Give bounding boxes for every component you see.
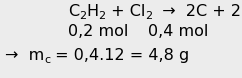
Text: →  m: → m [5,48,44,63]
Text: 2: 2 [98,11,106,21]
Text: H: H [86,4,98,19]
Text: →  2C + 2HCl: → 2C + 2HCl [152,4,242,19]
Text: 2: 2 [79,11,86,21]
Text: = 0,4.12 = 4,8 g: = 0,4.12 = 4,8 g [50,48,190,63]
Text: + Cl: + Cl [106,4,145,19]
Text: 0,4 mol: 0,4 mol [148,24,208,39]
Text: 2: 2 [145,11,152,21]
Text: 0,2 mol: 0,2 mol [68,24,128,39]
Text: C: C [68,4,79,19]
Text: c: c [44,55,50,65]
